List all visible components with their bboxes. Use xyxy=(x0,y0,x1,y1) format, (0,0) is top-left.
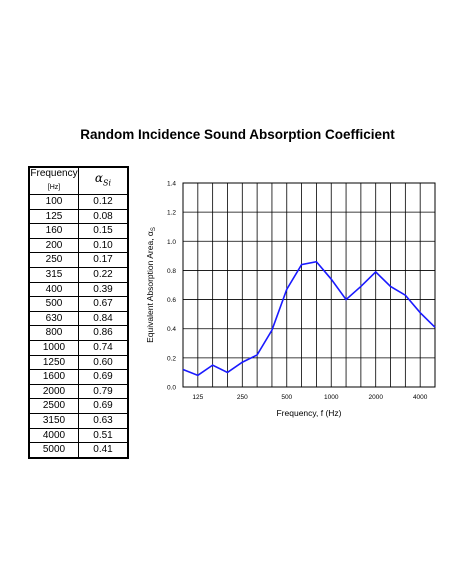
x-tick-label: 125 xyxy=(192,394,203,401)
y-axis-label: Equivalent Absorption Area, αS xyxy=(145,227,157,343)
table-row: 800 0.86 xyxy=(28,325,129,341)
alpha-cell: 0.10 xyxy=(78,237,129,254)
x-tick-label: 250 xyxy=(237,394,248,401)
frequency-cell: 400 xyxy=(28,281,79,298)
frequency-cell: 2500 xyxy=(28,398,79,414)
table-row: 4000 0.51 xyxy=(28,427,129,444)
frequency-cell: 250 xyxy=(28,252,79,268)
table-row: 5000 0.41 xyxy=(28,442,129,459)
frequency-cell: 2000 xyxy=(28,383,79,400)
table-row: 500 0.67 xyxy=(28,296,129,312)
frequency-cell: 315 xyxy=(28,266,79,283)
table-row: 400 0.39 xyxy=(28,281,129,298)
chart-title: Random Incidence Sound Absorption Coeffi… xyxy=(80,127,395,142)
alpha-cell: 0.69 xyxy=(78,369,129,385)
absorption-chart: 0.0 0.2 0.4 0.6 0.8 1.0 1.2 1.4 125 250 500 1000 20… xyxy=(145,181,436,418)
alpha-cell: 0.63 xyxy=(78,412,129,429)
x-tick-labels: 125 250 500 1000 2000 4000 xyxy=(192,394,427,401)
header-unit: [Hz] xyxy=(47,184,61,191)
frequency-cell: 630 xyxy=(28,310,79,327)
x-axis-label: Frequency, f (Hz) xyxy=(276,408,341,418)
frequency-cell: 1000 xyxy=(28,339,79,356)
alpha-cell: 0.79 xyxy=(78,383,129,400)
absorption-series-line xyxy=(182,260,436,377)
table-row: 1600 0.69 xyxy=(28,369,129,385)
y-axis-label-subscript: S xyxy=(151,227,157,231)
table-header-row: Frequency [Hz] αSi xyxy=(28,166,129,195)
frequency-cell: 160 xyxy=(28,223,79,239)
y-tick-label: 0.0 xyxy=(167,385,176,392)
table-row: 3150 0.63 xyxy=(28,412,129,429)
x-tick-label: 500 xyxy=(281,394,292,401)
frequency-cell: 200 xyxy=(28,237,79,254)
alpha-cell: 0.60 xyxy=(78,354,129,371)
x-tick-label: 4000 xyxy=(413,394,428,401)
table-row: 2000 0.79 xyxy=(28,383,129,400)
x-tick-label: 1000 xyxy=(324,394,339,401)
alpha-cell: 0.08 xyxy=(78,208,129,225)
header-frequency-cell: Frequency [Hz] xyxy=(28,166,79,195)
alpha-cell: 0.39 xyxy=(78,281,129,298)
y-tick-labels: 0.0 0.2 0.4 0.6 0.8 1.0 1.2 1.4 xyxy=(167,181,176,392)
header-alpha-cell: αSi xyxy=(78,166,129,195)
y-tick-label: 0.4 xyxy=(167,326,176,333)
table-row: 160 0.15 xyxy=(28,223,129,239)
table-row: 630 0.84 xyxy=(28,310,129,327)
header-alpha-subscript: Si xyxy=(103,178,112,188)
header-frequency: Frequency xyxy=(30,168,78,179)
y-tick-label: 1.0 xyxy=(167,239,176,246)
alpha-cell: 0.41 xyxy=(78,442,129,459)
y-tick-label: 1.2 xyxy=(167,210,176,217)
y-axis-label-text: Equivalent Absorption Area, α xyxy=(145,231,155,343)
alpha-cell: 0.86 xyxy=(78,325,129,341)
table-row: 315 0.22 xyxy=(28,266,129,283)
table-row: 125 0.08 xyxy=(28,208,129,225)
frequency-cell: 5000 xyxy=(28,442,79,459)
alpha-cell: 0.51 xyxy=(78,427,129,444)
y-tick-label: 1.4 xyxy=(167,181,176,188)
y-tick-label: 0.8 xyxy=(167,268,176,275)
table-row: 1250 0.60 xyxy=(28,354,129,371)
alpha-cell: 0.12 xyxy=(78,194,129,210)
frequency-cell: 800 xyxy=(28,325,79,341)
table-row: 200 0.10 xyxy=(28,237,129,254)
frequency-cell: 125 xyxy=(28,208,79,225)
table-row: 250 0.17 xyxy=(28,252,129,268)
x-tick-label: 2000 xyxy=(368,394,383,401)
table-row: 1000 0.74 xyxy=(28,339,129,356)
table-row: 2500 0.69 xyxy=(28,398,129,414)
frequency-cell: 3150 xyxy=(28,412,79,429)
table-row: 100 0.12 xyxy=(28,194,129,210)
alpha-cell: 0.22 xyxy=(78,266,129,283)
alpha-cell: 0.17 xyxy=(78,252,129,268)
alpha-cell: 0.84 xyxy=(78,310,129,327)
alpha-cell: 0.74 xyxy=(78,339,129,356)
header-alpha: αSi xyxy=(95,172,111,189)
frequency-cell: 1600 xyxy=(28,369,79,385)
frequency-cell: 4000 xyxy=(28,427,79,444)
absorption-table: Frequency [Hz] αSi 100 0.12 125 0.08 160 0.15… xyxy=(28,166,129,459)
y-tick-label: 0.2 xyxy=(167,355,176,362)
header-alpha-symbol: α xyxy=(94,171,104,185)
chart-grid xyxy=(182,182,436,388)
plot-frame xyxy=(182,182,436,388)
y-tick-label: 0.6 xyxy=(167,297,176,304)
frequency-cell: 500 xyxy=(28,296,79,312)
alpha-cell: 0.15 xyxy=(78,223,129,239)
frequency-cell: 1250 xyxy=(28,354,79,371)
alpha-cell: 0.67 xyxy=(78,296,129,312)
alpha-cell: 0.69 xyxy=(78,398,129,414)
frequency-cell: 100 xyxy=(28,194,79,210)
